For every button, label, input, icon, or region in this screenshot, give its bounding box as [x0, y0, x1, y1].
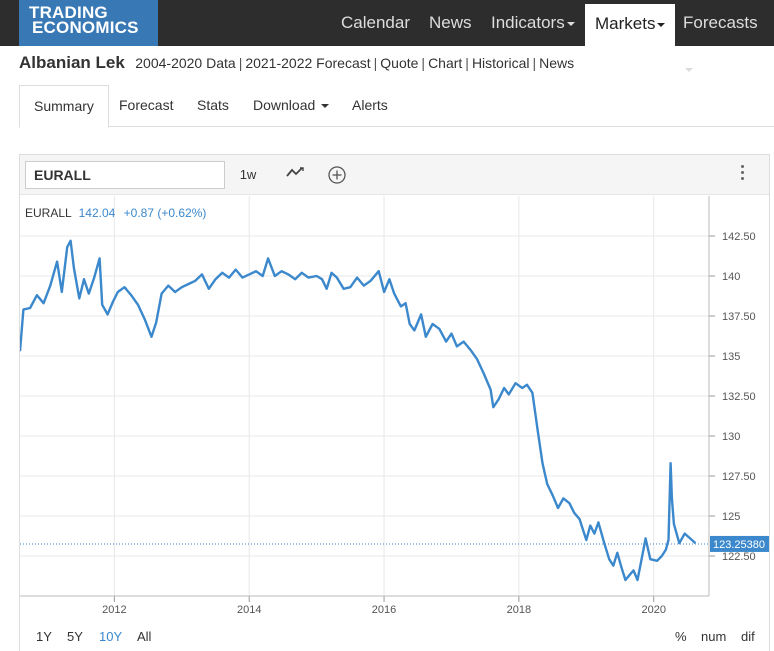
separator: | — [465, 55, 469, 71]
logo-line-1: TRADING — [29, 3, 108, 22]
x-tick-label: 2012 — [102, 604, 126, 616]
legend-price: 142.04 — [79, 206, 116, 220]
nav-calendar[interactable]: Calendar — [331, 0, 420, 46]
chevron-down-icon — [657, 22, 666, 27]
tab-forecast-label: Forecast — [119, 97, 174, 113]
chevron-down-icon — [566, 21, 575, 26]
plus-circle-icon[interactable] — [324, 163, 350, 187]
current-price-label: 123.25380 — [713, 539, 765, 551]
page-subheader: Albanian Lek 2004-2020 Data | 2021-2022 Fo… — [19, 53, 574, 77]
range-10y[interactable]: 10Y — [99, 629, 123, 644]
current-price-badge — [710, 535, 769, 552]
nav-forecasts[interactable]: Forecasts — [673, 0, 774, 72]
nav-indicators-label: Indicators — [491, 13, 565, 32]
chevron-down-icon — [321, 104, 330, 109]
tab-alerts-label: Alerts — [352, 97, 388, 113]
legend: EURALL 142.04 +0.87 (+0.62%) — [25, 206, 206, 220]
tab-summary[interactable]: Summary — [19, 85, 109, 128]
separator: | — [532, 55, 537, 71]
mode-dif[interactable]: dif — [741, 629, 755, 644]
separator: | — [238, 55, 243, 71]
tab-stats-label: Stats — [197, 97, 229, 113]
tab-forecast[interactable]: Forecast — [105, 85, 187, 127]
nav-forecasts-label: Forecasts — [683, 13, 758, 32]
link-quote[interactable]: Quote — [380, 55, 419, 71]
link-forecast[interactable]: 2021-2022 Forecast — [245, 55, 371, 71]
y-tick-label: 125 — [722, 511, 740, 523]
link-data[interactable]: 2004-2020 Data — [135, 55, 236, 71]
line-chart-icon[interactable] — [282, 163, 308, 187]
symbol-input[interactable] — [25, 161, 225, 189]
x-tick-label: 2014 — [237, 604, 261, 616]
page-title: Albanian Lek — [19, 53, 125, 72]
nav-news-label: News — [429, 13, 472, 32]
x-tick-label: 2020 — [641, 604, 665, 616]
nav-calendar-label: Calendar — [341, 13, 410, 32]
separator: | — [373, 55, 378, 71]
y-axis: 122.50 125 127.50 130 132.50 135 137.50 140 142.… — [708, 196, 756, 596]
subheader-links: 2004-2020 Data | 2021-2022 Forecast | Quote |… — [135, 55, 574, 71]
range-1y[interactable]: 1Y — [36, 629, 52, 644]
nav-markets[interactable]: Markets — [585, 4, 676, 46]
trading-economics-logo[interactable]: TRADING ECONOMICS — [19, 0, 158, 46]
nav-indicators[interactable]: Indicators — [481, 0, 585, 46]
link-chart[interactable]: Chart — [428, 55, 463, 71]
y-tick-label: 142.50 — [722, 231, 756, 243]
tab-summary-label: Summary — [34, 98, 94, 114]
nav-news[interactable]: News — [419, 0, 482, 46]
price-chart[interactable]: 122.50 125 127.50 130 132.50 135 137.50 140 142.… — [20, 196, 769, 624]
legend-symbol: EURALL — [25, 206, 72, 220]
mode-percent[interactable]: % — [675, 629, 687, 644]
range-all[interactable]: All — [137, 629, 152, 644]
interval-button[interactable]: 1w — [239, 167, 257, 182]
mode-num[interactable]: num — [701, 629, 727, 644]
kebab-menu-icon[interactable] — [736, 165, 748, 187]
y-tick-label: 137.50 — [722, 311, 756, 323]
y-tick-label: 127.50 — [722, 471, 756, 483]
x-tick-label: 2018 — [507, 604, 531, 616]
x-axis: 2012 2014 2016 2018 2020 — [20, 595, 709, 616]
navbar: TRADING ECONOMICS Calendar News Indicato… — [0, 0, 774, 72]
link-historical[interactable]: Historical — [471, 55, 530, 71]
chevron-down-icon — [685, 67, 693, 72]
y-tick-label: 135 — [722, 351, 740, 363]
x-tick-label: 2016 — [372, 604, 396, 616]
nav-markets-label: Markets — [595, 14, 656, 33]
y-tick-label: 140 — [722, 271, 740, 283]
chart-toolbar: 1w — [20, 155, 769, 195]
series-line-eurall — [20, 239, 697, 582]
tab-bar: Summary Forecast Stats Download Alerts — [19, 85, 774, 128]
logo-line-2: ECONOMICS — [32, 18, 139, 37]
link-news[interactable]: News — [539, 55, 575, 71]
y-tick-label: 130 — [722, 431, 740, 443]
range-selector: 1Y 5Y 10Y All % num dif — [20, 624, 769, 650]
tab-download[interactable]: Download — [239, 85, 343, 127]
tab-stats[interactable]: Stats — [183, 85, 243, 127]
legend-change: +0.87 (+0.62%) — [124, 206, 207, 220]
chart-grid — [20, 196, 709, 596]
range-5y[interactable]: 5Y — [67, 629, 83, 644]
chart-panel: 1w 122.50125127.50130132.50135137.501401… — [19, 154, 770, 651]
separator: | — [421, 55, 426, 71]
tab-download-label: Download — [253, 97, 316, 113]
tab-alerts[interactable]: Alerts — [338, 85, 402, 127]
y-tick-label: 122.50 — [722, 551, 756, 563]
y-tick-label: 132.50 — [722, 391, 756, 403]
